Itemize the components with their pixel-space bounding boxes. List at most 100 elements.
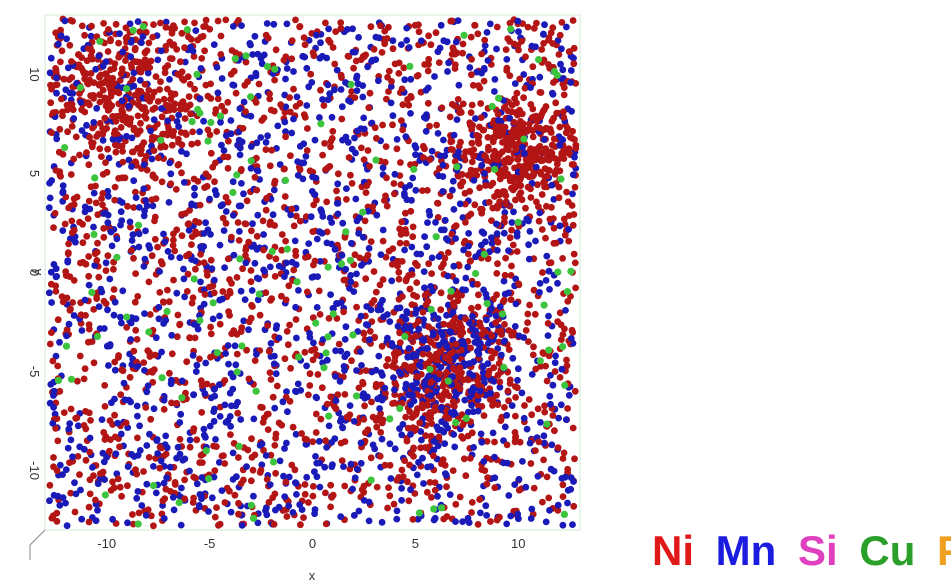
atom-point-ni [378, 49, 386, 56]
atom-point-mn [303, 440, 311, 448]
atom-point-ni [245, 375, 253, 383]
atom-point-ni [544, 320, 552, 327]
atom-point-ni [451, 61, 459, 69]
atom-point-mn [547, 465, 555, 473]
atom-point-ni [148, 252, 156, 260]
atom-point-ni [227, 70, 235, 78]
atom-point-ni [228, 233, 235, 241]
atom-point-mn [484, 360, 492, 367]
atom-point-mn [94, 506, 101, 514]
atom-point-mn [161, 238, 169, 246]
atom-point-mn [449, 186, 456, 194]
atom-point-mn [147, 127, 155, 135]
atom-point-mn [460, 360, 468, 367]
atom-point-mn [227, 422, 235, 430]
atom-point-cu [139, 23, 147, 31]
atom-point-ni [399, 101, 407, 109]
atom-point-ni [327, 138, 335, 145]
atom-point-mn [398, 485, 405, 492]
atom-point-ni [535, 438, 543, 446]
atom-point-ni [238, 166, 245, 173]
atom-point-mn [465, 242, 472, 250]
atom-point-mn [89, 464, 96, 471]
atom-point-mn [264, 132, 271, 140]
atom-point-ni [524, 183, 532, 191]
atom-point-mn [149, 202, 157, 210]
atom-point-ni [50, 224, 57, 232]
atom-point-ni [407, 207, 415, 215]
atom-point-ni [198, 409, 206, 416]
atom-point-mn [487, 389, 495, 397]
atom-point-ni [415, 21, 422, 29]
atom-point-ni [505, 346, 513, 353]
atom-point-ni [286, 94, 293, 101]
atom-point-ni [496, 151, 503, 159]
atom-point-ni [127, 61, 135, 69]
atom-point-ni [102, 267, 110, 274]
atom-point-mn [515, 28, 522, 35]
atom-point-ni [334, 170, 342, 178]
atom-point-mn [173, 118, 181, 125]
atom-point-ni [96, 98, 104, 106]
atom-point-mn [160, 230, 167, 238]
atom-point-ni [443, 369, 450, 376]
atom-point-mn [442, 470, 449, 477]
atom-point-ni [83, 57, 91, 65]
atom-point-ni [563, 356, 570, 364]
atom-point-ni [264, 322, 271, 329]
atom-point-mn [164, 117, 172, 125]
atom-point-mn [386, 440, 394, 448]
atom-point-mn [135, 204, 143, 211]
atom-point-ni [307, 70, 315, 78]
atom-point-ni [365, 104, 373, 112]
atom-point-ni [141, 80, 149, 88]
atom-point-mn [455, 81, 463, 89]
atom-point-mn [124, 463, 132, 470]
atom-point-mn [56, 461, 64, 469]
atom-point-ni [418, 401, 426, 408]
atom-point-mn [549, 91, 557, 98]
atom-point-cu [567, 267, 575, 275]
atom-point-ni [150, 147, 158, 155]
atom-point-mn [328, 113, 336, 121]
atom-point-ni [150, 88, 158, 96]
atom-point-ni [68, 58, 75, 65]
atom-point-ni [425, 55, 433, 63]
atom-point-ni [93, 248, 101, 256]
atom-point-mn [91, 262, 99, 269]
atom-point-mn [153, 436, 161, 443]
atom-point-mn [402, 133, 410, 141]
atom-point-ni [491, 349, 499, 357]
atom-point-ni [394, 262, 401, 270]
atom-point-ni [424, 99, 432, 107]
atom-point-ni [414, 262, 421, 269]
atom-point-mn [421, 284, 428, 292]
atom-point-ni [480, 412, 488, 419]
atom-point-ni [72, 414, 80, 422]
atom-point-ni [563, 362, 571, 370]
atom-point-ni [245, 238, 253, 246]
atom-point-ni [161, 69, 169, 77]
atom-point-mn [567, 67, 575, 74]
atom-point-ni [219, 214, 227, 222]
atom-point-ni [564, 405, 571, 412]
atom-point-ni [116, 443, 123, 451]
atom-point-cu [430, 505, 438, 513]
atom-point-ni [78, 54, 85, 61]
atom-point-cu [193, 70, 201, 78]
atom-point-ni [545, 36, 552, 44]
atom-point-mn [337, 299, 345, 306]
atom-point-ni [145, 278, 153, 286]
atom-point-ni [59, 108, 66, 116]
atom-point-ni [249, 466, 257, 474]
atom-point-mn [253, 167, 261, 175]
atom-point-mn [393, 304, 401, 312]
atom-point-ni [546, 215, 554, 223]
atom-point-ni [134, 101, 142, 109]
atom-point-mn [432, 219, 439, 226]
atom-point-ni [147, 57, 155, 65]
atom-point-ni [85, 325, 93, 333]
atom-point-ni [493, 291, 500, 299]
atom-point-ni [207, 80, 215, 88]
atom-point-ni [409, 233, 417, 241]
